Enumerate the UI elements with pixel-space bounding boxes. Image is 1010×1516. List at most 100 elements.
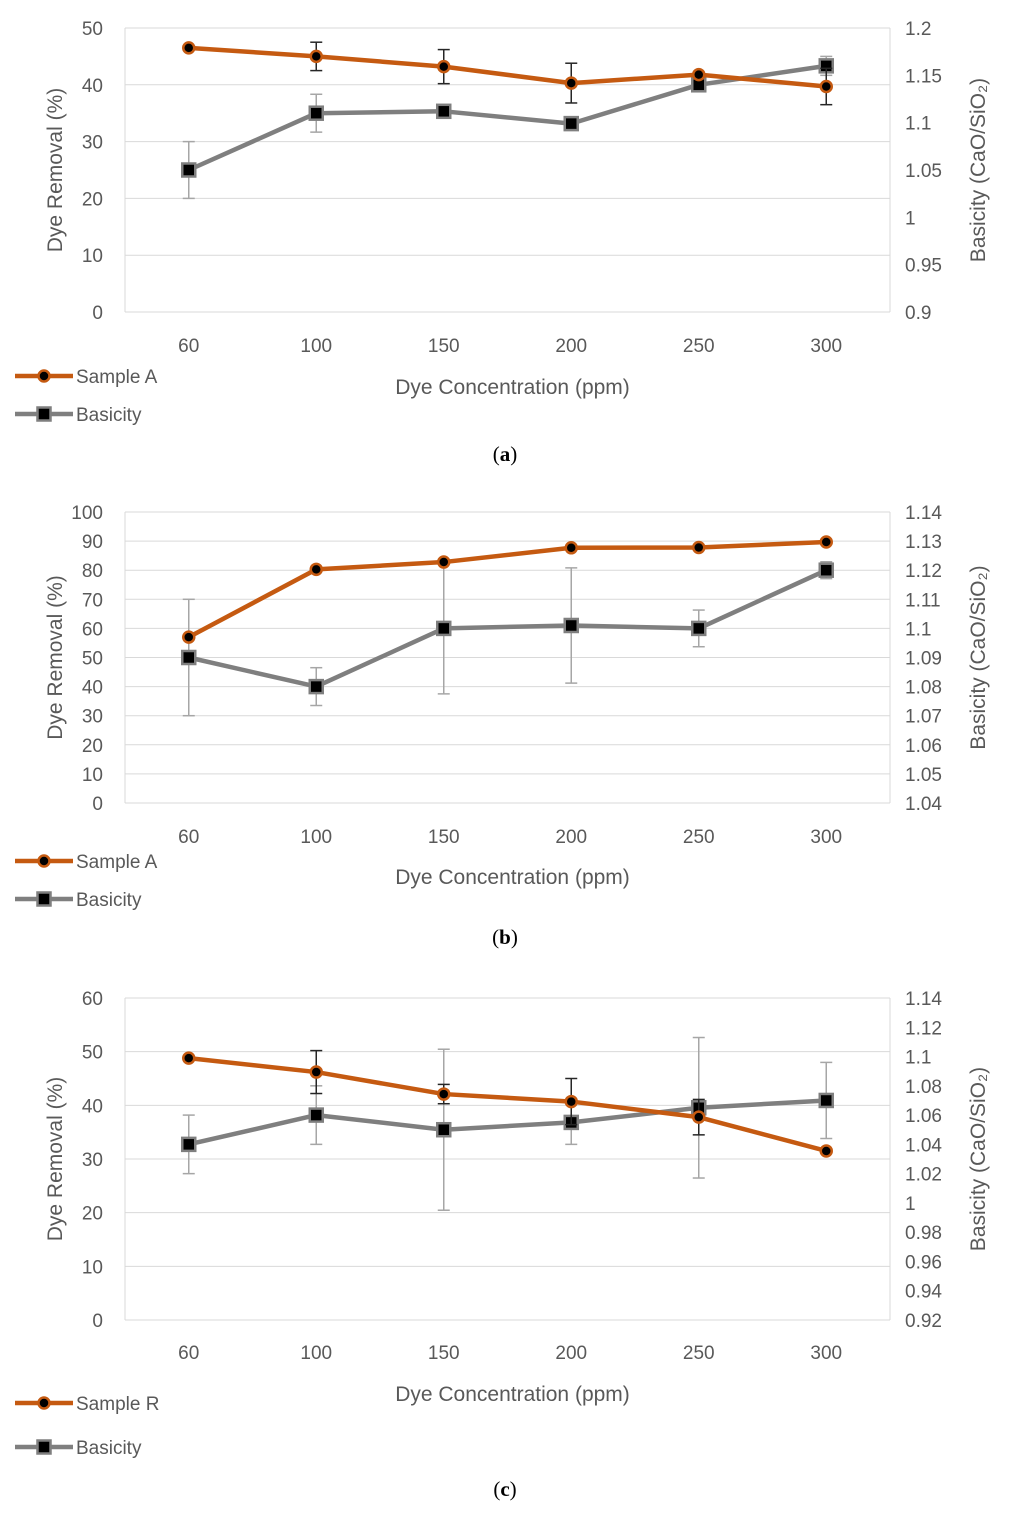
y2-axis-title: Basicity (CaO/SiO₂) xyxy=(967,1067,990,1251)
x-tick-label: 250 xyxy=(683,336,715,357)
data-point xyxy=(818,1092,834,1109)
y2-tick-label: 1.05 xyxy=(905,161,942,182)
y-tick-label: 0 xyxy=(92,794,103,815)
y-tick-label: 30 xyxy=(82,707,103,728)
y-tick-label: 40 xyxy=(82,76,103,97)
y2-tick-label: 0.92 xyxy=(905,1311,942,1332)
legend-marker xyxy=(36,1439,52,1455)
y2-tick-label: 0.9 xyxy=(905,303,931,324)
y2-tick-label: 0.96 xyxy=(905,1252,942,1273)
y-tick-label: 20 xyxy=(82,1204,103,1225)
x-tick-label: 60 xyxy=(178,1343,199,1364)
series-line-basicity xyxy=(188,1098,827,1147)
series-line-sample-r xyxy=(188,1055,827,1154)
y2-tick-label: 0.94 xyxy=(905,1282,942,1303)
data-point xyxy=(182,630,196,644)
data-point xyxy=(437,555,451,569)
legend-item: Sample A xyxy=(15,367,158,388)
y2-tick-label: 1.06 xyxy=(905,736,942,757)
data-point xyxy=(436,620,452,637)
panel-caption: (c) xyxy=(493,1477,516,1501)
y-tick-label: 20 xyxy=(82,189,103,210)
series-basicity xyxy=(181,55,834,200)
series-basicity xyxy=(181,561,834,717)
legend-marker xyxy=(36,406,52,422)
data-point xyxy=(819,535,833,549)
y2-tick-label: 0.95 xyxy=(905,256,942,277)
legend-label: Basicity xyxy=(76,890,142,911)
legend-label: Sample A xyxy=(76,852,158,873)
series-sample-r xyxy=(182,1049,833,1158)
x-axis-title: Dye Concentration (ppm) xyxy=(395,1383,630,1406)
chart-panel-c: 0 10 20 30 40 50 60 0.92 0.94 0.96 0.98 1 1.02 1.04 1.… xyxy=(15,989,990,1501)
y2-tick-label: 1.12 xyxy=(905,561,942,582)
x-tick-label: 150 xyxy=(428,336,460,357)
y2-tick-label: 1.09 xyxy=(905,649,942,670)
data-point xyxy=(181,649,197,666)
y2-tick-label: 0.98 xyxy=(905,1223,942,1244)
y2-tick-label: 1.1 xyxy=(905,1048,931,1069)
series-sample-a xyxy=(182,535,833,644)
y2-tick-label: 1 xyxy=(905,1194,916,1215)
data-point xyxy=(691,620,707,637)
y2-axis-title: Basicity (CaO/SiO₂) xyxy=(967,78,990,262)
data-point xyxy=(692,1110,706,1124)
legend-item: Sample R xyxy=(15,1394,159,1415)
data-point xyxy=(309,562,323,577)
legend-item: Basicity xyxy=(15,1438,142,1459)
y2-tick-label: 1.14 xyxy=(905,989,942,1010)
y-axis-title: Dye Removal (%) xyxy=(44,575,67,740)
x-tick-label: 200 xyxy=(555,827,587,848)
data-point xyxy=(308,678,324,695)
data-point xyxy=(563,115,579,132)
y2-tick-label: 1.08 xyxy=(905,678,942,699)
legend-marker xyxy=(37,854,51,868)
x-tick-label: 250 xyxy=(683,1343,715,1364)
data-point xyxy=(564,1094,578,1109)
y-tick-label: 10 xyxy=(82,246,103,267)
legend-label: Sample R xyxy=(76,1394,159,1415)
data-point xyxy=(308,1107,324,1123)
y2-tick-label: 1.11 xyxy=(905,590,941,611)
data-point xyxy=(819,1144,833,1158)
x-tick-label: 300 xyxy=(810,827,842,848)
series-line-basicity xyxy=(187,63,827,173)
y-tick-label: 40 xyxy=(82,678,103,699)
x-axis-title: Dye Concentration (ppm) xyxy=(395,866,630,889)
data-point xyxy=(181,162,197,178)
series-line-basicity xyxy=(188,568,828,689)
data-point xyxy=(308,105,324,121)
data-point xyxy=(564,76,578,90)
x-tick-label: 200 xyxy=(555,336,587,357)
y-tick-label: 30 xyxy=(82,1150,103,1171)
y-tick-label: 80 xyxy=(82,561,103,582)
y2-tick-label: 1.2 xyxy=(905,19,931,40)
data-point xyxy=(182,1051,196,1065)
x-tick-label: 150 xyxy=(428,827,460,848)
data-point xyxy=(564,541,578,555)
legend-marker xyxy=(37,1396,51,1410)
data-point xyxy=(309,1065,323,1079)
legend-item: Basicity xyxy=(15,890,142,911)
legend-item: Basicity xyxy=(15,405,142,426)
series-line-sample-a xyxy=(188,45,827,89)
y-tick-label: 40 xyxy=(82,1096,103,1117)
x-axis-title: Dye Concentration (ppm) xyxy=(395,376,630,399)
y2-tick-label: 1.04 xyxy=(905,1135,942,1156)
chart-panel-a: 0 10 20 30 40 50 0.9 0.95 1 1.05 1.1 1.15 1.2 60 100 15… xyxy=(15,19,990,466)
series-line-sample-a xyxy=(187,539,827,640)
y2-tick-label: 1.12 xyxy=(905,1018,942,1039)
y-tick-label: 50 xyxy=(82,1043,103,1064)
x-tick-label: 300 xyxy=(810,336,842,357)
data-point xyxy=(182,41,196,55)
y-tick-label: 20 xyxy=(82,736,103,757)
data-point xyxy=(437,1087,451,1101)
y2-tick-label: 1.14 xyxy=(905,503,942,524)
y-tick-label: 0 xyxy=(92,303,103,324)
y-tick-label: 50 xyxy=(82,649,103,670)
y-tick-label: 30 xyxy=(82,133,103,154)
data-point xyxy=(181,1136,197,1153)
y2-tick-label: 1.1 xyxy=(905,619,931,640)
series-sample-a xyxy=(182,41,833,106)
